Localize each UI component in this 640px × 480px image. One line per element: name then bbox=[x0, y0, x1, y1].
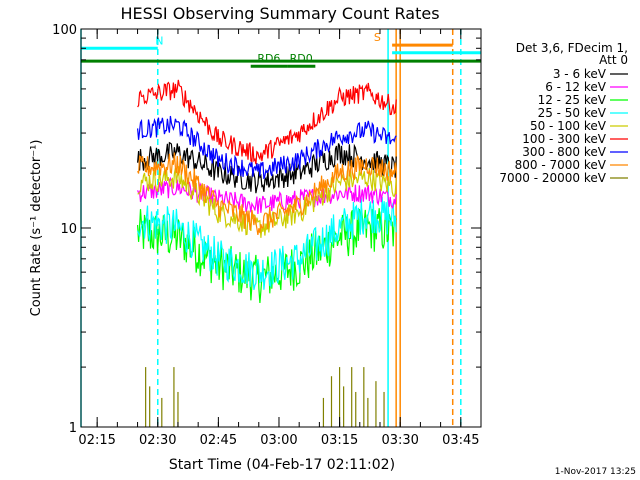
footer-timestamp: 1-Nov-2017 13:25 bbox=[555, 467, 636, 477]
series-line bbox=[137, 197, 397, 291]
x-tick-label: 02:30 bbox=[139, 433, 176, 448]
legend-header: Det 3,6, FDecim 1, bbox=[516, 41, 628, 55]
annotation-label: N bbox=[155, 34, 163, 47]
series-line bbox=[137, 176, 397, 215]
legend-entry-label: 3 - 6 keV bbox=[553, 67, 607, 81]
y-tick-label: 10 bbox=[60, 222, 77, 237]
x-tick-label: 03:30 bbox=[381, 433, 418, 448]
legend-entry-label: 800 - 7000 keV bbox=[515, 158, 607, 172]
legend-entry-label: 100 - 300 keV bbox=[522, 132, 606, 146]
y-tick-label: 1 bbox=[69, 421, 77, 436]
annotation-label: RD0 bbox=[290, 52, 313, 65]
legend-entry-label: 12 - 25 keV bbox=[538, 93, 607, 107]
x-tick-label: 03:15 bbox=[321, 433, 358, 448]
legend-entry-label: 300 - 800 keV bbox=[522, 145, 606, 159]
x-tick-label: 02:45 bbox=[200, 433, 237, 448]
series-line bbox=[137, 206, 397, 303]
x-axis-label: Start Time (04-Feb-17 02:11:02) bbox=[169, 457, 395, 473]
chart-title: HESSI Observing Summary Count Rates bbox=[120, 4, 439, 23]
x-tick-label: 03:00 bbox=[260, 433, 297, 448]
annotation-label: RD6 bbox=[257, 52, 280, 65]
y-tick-label: 100 bbox=[52, 23, 77, 38]
series-line bbox=[137, 115, 397, 180]
y-axis-label: Count Rate (s⁻¹ detector⁻¹) bbox=[29, 140, 44, 317]
legend-entry-label: 25 - 50 keV bbox=[538, 106, 607, 120]
annotation-label: S bbox=[374, 31, 381, 44]
x-tick-label: 03:45 bbox=[442, 433, 479, 448]
legend-entry-label: 7000 - 20000 keV bbox=[499, 171, 606, 185]
legend-entry-label: 50 - 100 keV bbox=[530, 119, 607, 133]
series-line bbox=[137, 166, 397, 238]
series-line bbox=[137, 152, 397, 235]
legend-header: Att 0 bbox=[599, 53, 628, 67]
legend-entry-label: 6 - 12 keV bbox=[545, 80, 607, 94]
x-tick-label: 02:15 bbox=[78, 433, 115, 448]
series-line bbox=[137, 79, 397, 165]
